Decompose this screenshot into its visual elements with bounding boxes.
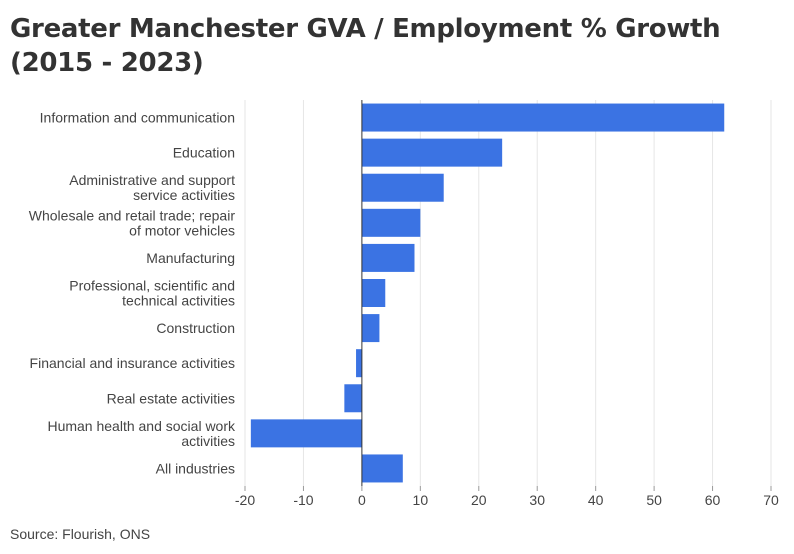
category-label: of motor vehicles [129,222,235,238]
bar [361,243,415,272]
x-tick-label: 60 [705,492,721,508]
x-tick-label: 30 [529,492,545,508]
category-label: All industries [156,460,235,476]
bar [361,314,380,343]
category-label: Information and communication [40,110,235,126]
x-axis-ticks: -20 -10 0 10 20 30 40 50 60 70 [235,486,779,508]
category-label: Administrative and support [69,172,235,188]
category-label: Education [173,145,235,161]
x-tick-label: -20 [235,492,255,508]
x-tick-label: 70 [763,492,779,508]
bar [361,279,386,307]
x-tick-label: 10 [413,492,429,508]
category-label: Manufacturing [146,250,235,266]
bar [356,349,362,378]
x-tick-label: 40 [588,492,604,508]
bar [361,103,725,132]
bar [361,208,421,237]
category-label: activities [181,433,235,449]
x-tick-label: 0 [358,492,366,508]
gridlines [244,100,772,486]
category-labels: Information and communication Education Ad… [29,110,236,477]
category-label: Human health and social work [47,418,236,434]
category-label: Wholesale and retail trade; repair [29,207,236,223]
bar [361,138,503,167]
bar [344,384,362,413]
category-label: Financial and insurance activities [30,355,235,371]
category-label: service activities [133,187,235,203]
bar [361,173,444,202]
bar [361,454,403,483]
bars [250,100,725,486]
source-note: Source: Flourish, ONS [10,526,151,542]
category-label: technical activities [122,293,235,309]
category-label: Real estate activities [107,390,235,406]
category-label: Professional, scientific and [69,278,235,294]
x-tick-label: 20 [471,492,487,508]
chart-title: Greater Manchester GVA / Employment % Gr… [10,14,721,78]
category-label: Construction [156,320,235,336]
bar [250,419,362,448]
x-tick-label: -10 [293,492,313,508]
x-tick-label: 50 [646,492,662,508]
